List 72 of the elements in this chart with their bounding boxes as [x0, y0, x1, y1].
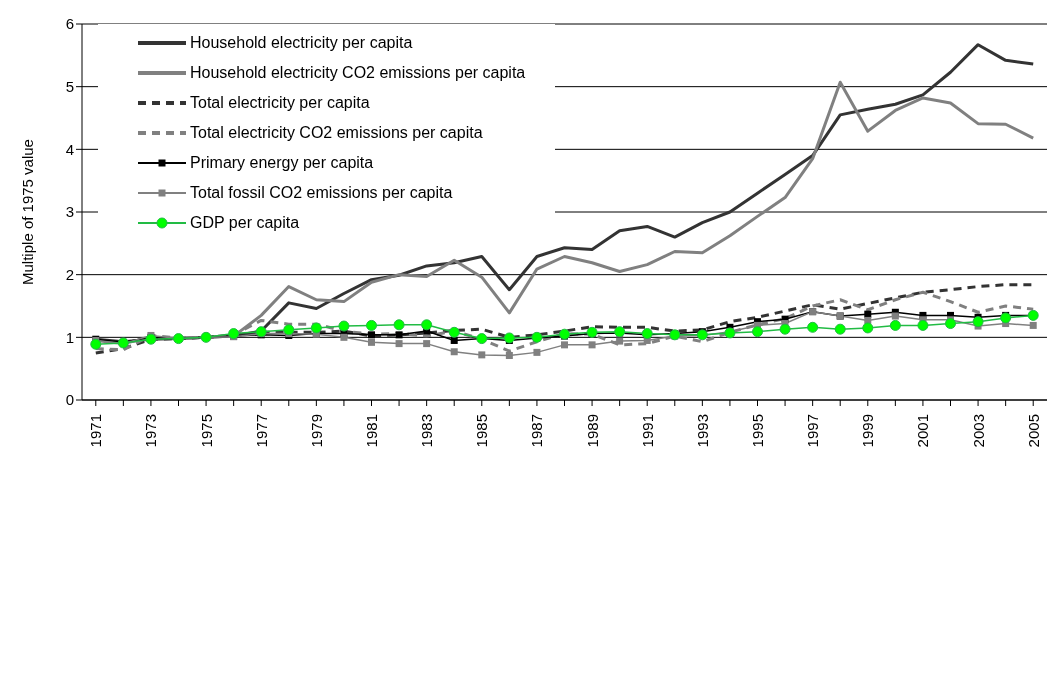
- y-tick-label: 1: [65, 328, 74, 346]
- x-tick-label: 1991: [638, 414, 656, 448]
- point: [862, 322, 874, 334]
- point: [889, 319, 901, 331]
- point: [891, 312, 899, 320]
- point: [368, 331, 375, 339]
- point: [588, 341, 596, 349]
- point: [90, 338, 102, 350]
- point: [1000, 312, 1012, 324]
- point: [503, 332, 515, 344]
- x-tick-label: 1985: [473, 414, 491, 448]
- x-tick-label: 1971: [87, 414, 105, 448]
- point: [752, 326, 763, 338]
- point: [145, 333, 157, 345]
- point: [310, 322, 322, 334]
- y-tick-label: 5: [65, 77, 74, 95]
- x-tick-label: 1977: [252, 414, 270, 448]
- x-tick-label: 1989: [583, 414, 601, 448]
- x-tick-label: 1979: [307, 414, 325, 448]
- point: [366, 319, 377, 331]
- x-tick-label: 1987: [528, 414, 546, 448]
- legend-label: Total fossil CO2 emissions per capita: [190, 184, 453, 202]
- point: [586, 326, 598, 338]
- point: [450, 348, 458, 356]
- y-axis-title: Multiple of 1975 value: [19, 139, 37, 285]
- x-tick-label: 1995: [749, 414, 766, 448]
- point: [368, 338, 375, 346]
- point: [1029, 321, 1037, 329]
- point: [533, 348, 541, 356]
- y-tick-label: 2: [65, 265, 74, 283]
- point: [448, 326, 460, 338]
- x-tick-label: 1999: [859, 414, 877, 448]
- point: [255, 326, 267, 338]
- legend-label: Total electricity per capita: [190, 94, 370, 112]
- legend-label: GDP per capita: [190, 214, 300, 232]
- x-tick-label: 1983: [418, 414, 436, 448]
- y-tick-label: 6: [65, 15, 74, 33]
- point: [478, 351, 486, 359]
- x-tick-label: 1981: [363, 414, 380, 448]
- point: [917, 319, 929, 331]
- y-tick-label: 0: [65, 391, 74, 409]
- point: [283, 324, 295, 336]
- x-tick-label: 1997: [804, 414, 822, 448]
- x-tick-label: 1975: [197, 414, 215, 448]
- x-tick-label: 2001: [914, 414, 932, 448]
- legend-label: Household electricity CO2 emissions per capita: [190, 64, 526, 82]
- x-tick-label: 2003: [969, 414, 987, 448]
- x-tick-label: 1993: [693, 414, 711, 448]
- point: [393, 319, 405, 331]
- point: [972, 316, 984, 328]
- y-tick-label: 4: [65, 140, 74, 158]
- point: [395, 340, 403, 348]
- legend-label: Household electricity per capita: [190, 34, 413, 52]
- legend-label: Primary energy per capita: [190, 154, 374, 172]
- legend-label: Total electricity CO2 emissions per capita: [190, 124, 483, 142]
- point: [559, 328, 570, 340]
- y-tick-label: 3: [65, 203, 74, 221]
- point: [779, 323, 791, 335]
- point: [616, 337, 624, 345]
- point: [834, 323, 846, 335]
- point: [807, 321, 819, 333]
- point: [945, 318, 956, 330]
- point: [338, 320, 350, 332]
- x-tick-label: 2005: [1024, 414, 1042, 448]
- point: [228, 328, 240, 340]
- point: [421, 319, 433, 331]
- x-tick-label: 1973: [142, 414, 160, 448]
- point: [450, 336, 458, 344]
- point: [505, 352, 513, 360]
- point: [395, 331, 403, 339]
- point: [561, 341, 568, 349]
- point: [423, 340, 431, 348]
